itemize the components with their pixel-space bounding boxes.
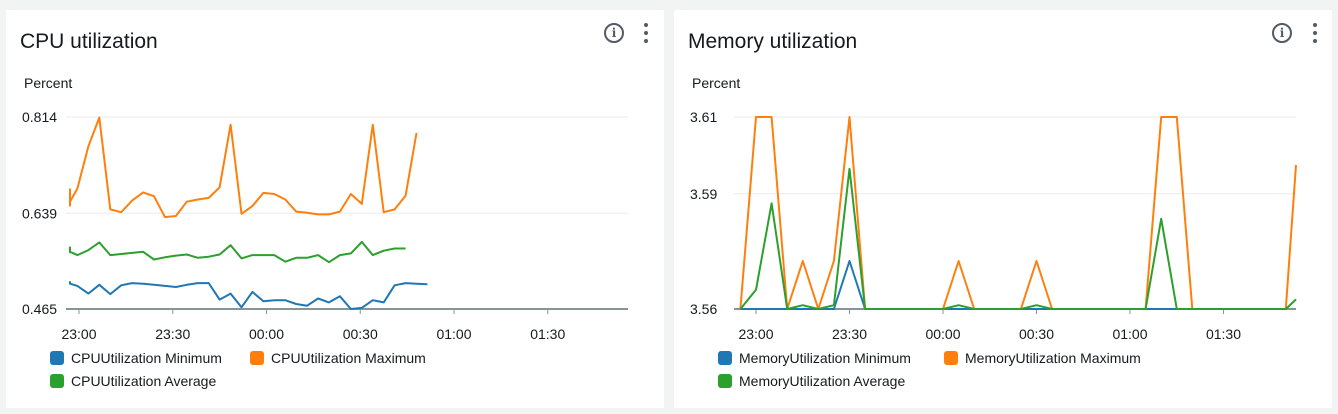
- x-tick-label: 00:30: [1019, 326, 1054, 342]
- series-line-memoryutilization-maximum: [739, 116, 1297, 310]
- info-icon[interactable]: i: [604, 23, 624, 43]
- info-icon[interactable]: i: [1272, 23, 1292, 43]
- legend-item[interactable]: MemoryUtilization Maximum: [944, 350, 1141, 366]
- y-tick-label: 3.56: [690, 301, 717, 317]
- memory-utilization-panel: Memory utilization i Percent 3.61 3.59 3.56…: [674, 10, 1332, 408]
- legend-label: MemoryUtilization Minimum: [739, 350, 911, 366]
- x-tick-label: 23:30: [832, 326, 867, 342]
- legend-label: MemoryUtilization Average: [739, 373, 906, 389]
- y-tick-label: 0.814: [22, 109, 57, 125]
- series-line-cpuutilization-minimum: [69, 281, 428, 310]
- x-tick-label: 00:30: [343, 326, 378, 342]
- x-tick-label: 01:00: [1112, 326, 1147, 342]
- legend-label: CPUUtilization Average: [71, 373, 217, 389]
- legend-item[interactable]: MemoryUtilization Minimum: [718, 350, 911, 366]
- legend-swatch: [718, 374, 732, 388]
- panel-title: CPU utilization: [20, 30, 158, 53]
- legend-item[interactable]: CPUUtilization Maximum: [250, 350, 426, 366]
- series-line-memoryutilization-average: [739, 167, 1297, 310]
- x-tick-label: 00:00: [249, 326, 284, 342]
- y-tick-label: 3.61: [690, 109, 717, 125]
- y-axis-label: Percent: [24, 75, 72, 91]
- y-tick-label: 3.59: [690, 186, 717, 202]
- legend-swatch: [944, 351, 958, 365]
- y-tick-label: 0.465: [22, 301, 57, 317]
- legend-item[interactable]: MemoryUtilization Average: [718, 373, 905, 389]
- legend-label: MemoryUtilization Maximum: [965, 350, 1141, 366]
- x-tick-label: 01:00: [436, 326, 471, 342]
- x-tick-label: 23:30: [155, 326, 190, 342]
- x-tick-label: 23:00: [61, 326, 96, 342]
- x-tick-label: 01:30: [1206, 326, 1241, 342]
- legend-label: CPUUtilization Maximum: [271, 350, 426, 366]
- legend-swatch: [50, 374, 64, 388]
- x-tick-label: 23:00: [738, 326, 773, 342]
- series-line-cpuutilization-average: [69, 240, 406, 264]
- panel-title: Memory utilization: [688, 30, 858, 53]
- cpu-utilization-panel: CPU utilization i Percent 0.814 0.639 0.465…: [6, 10, 664, 408]
- x-tick-label: 01:30: [530, 326, 565, 342]
- legend-label: CPUUtilization Minimum: [71, 350, 222, 366]
- more-options-icon[interactable]: [642, 22, 650, 44]
- legend-swatch: [250, 351, 264, 365]
- x-tick-label: 00:00: [925, 326, 960, 342]
- memory-utilization-chart: Percent 3.61 3.59 3.56 23:00 23:30 00:00 00:30 0…: [690, 75, 1297, 342]
- legend-swatch: [718, 351, 732, 365]
- y-tick-label: 0.639: [22, 205, 57, 221]
- series-line-cpuutilization-maximum: [69, 116, 418, 219]
- y-axis-label: Percent: [692, 75, 740, 91]
- legend-item[interactable]: CPUUtilization Average: [50, 373, 216, 389]
- more-options-icon[interactable]: [1311, 22, 1319, 44]
- legend-swatch: [50, 351, 64, 365]
- legend-item[interactable]: CPUUtilization Minimum: [50, 350, 222, 366]
